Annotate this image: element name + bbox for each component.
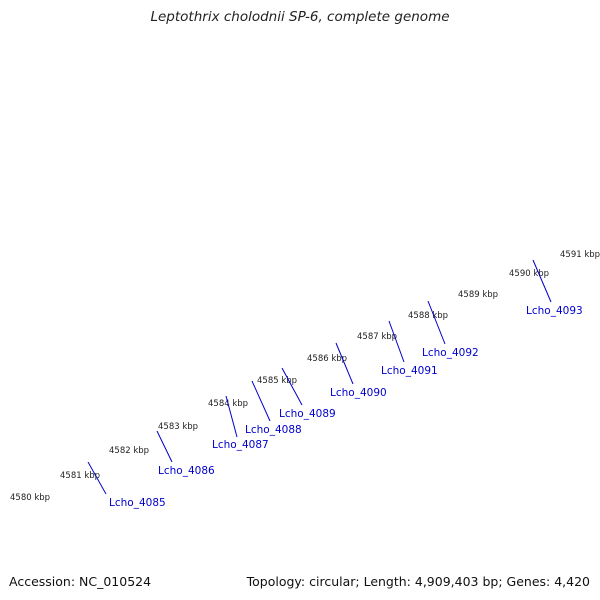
leader-lcho-4093 <box>532 259 552 303</box>
leader-lcho-4091 <box>388 320 405 363</box>
leader-lcho-4085 <box>87 461 107 495</box>
genome-summary-text: Topology: circular; Length: 4,909,403 bp… <box>246 574 590 589</box>
locus-tag-lcho-4085[interactable]: Lcho_4085 <box>109 497 166 509</box>
scale-label-4591: 4591 kbp <box>560 250 600 260</box>
leader-lcho-4087 <box>225 395 238 438</box>
locus-tag-lcho-4086[interactable]: Lcho_4086 <box>158 465 215 477</box>
locus-tag-lcho-4091[interactable]: Lcho_4091 <box>381 365 438 377</box>
locus-tag-lcho-4087[interactable]: Lcho_4087 <box>212 439 269 451</box>
locus-tag-lcho-4088[interactable]: Lcho_4088 <box>245 424 302 436</box>
leader-lcho-4089 <box>281 367 303 406</box>
locus-tag-lcho-4089[interactable]: Lcho_4089 <box>279 408 336 420</box>
leader-lcho-4092 <box>427 300 446 345</box>
scale-label-4590: 4590 kbp <box>509 269 549 279</box>
leader-lcho-4086 <box>156 430 173 463</box>
scale-label-4586: 4586 kbp <box>307 354 347 364</box>
scale-label-4588: 4588 kbp <box>408 311 448 321</box>
scale-label-4587: 4587 kbp <box>357 332 397 342</box>
scale-label-4583: 4583 kbp <box>158 422 198 432</box>
locus-tag-lcho-4092[interactable]: Lcho_4092 <box>422 347 479 359</box>
scale-label-4580: 4580 kbp <box>10 493 50 503</box>
locus-tag-leaders <box>87 259 552 495</box>
accession-text: Accession: NC_010524 <box>9 574 152 589</box>
leader-lcho-4088 <box>251 380 271 422</box>
map-title: Leptothrix cholodnii SP-6, complete geno… <box>150 9 450 25</box>
scale-label-4585: 4585 kbp <box>257 376 297 386</box>
scale-label-4581: 4581 kbp <box>60 471 100 481</box>
locus-tag-lcho-4090[interactable]: Lcho_4090 <box>330 387 387 399</box>
leader-lcho-4090 <box>335 342 354 385</box>
locus-tag-lcho-4093[interactable]: Lcho_4093 <box>526 305 583 317</box>
scale-label-4589: 4589 kbp <box>458 290 498 300</box>
scale-label-4582: 4582 kbp <box>109 446 149 456</box>
